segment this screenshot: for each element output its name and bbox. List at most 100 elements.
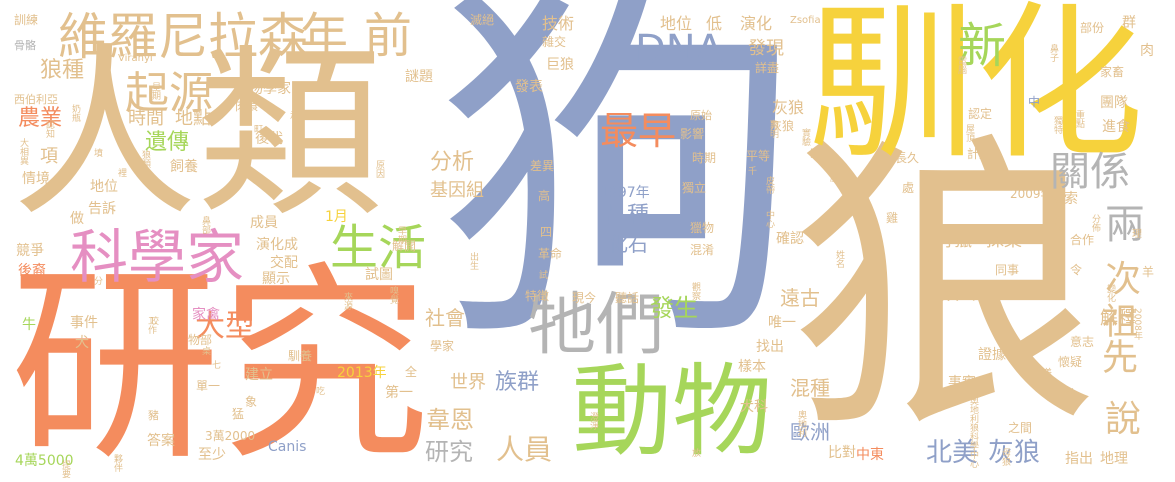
cloud-word: 發生: [650, 294, 698, 322]
cloud-word: 生活: [330, 220, 427, 276]
cloud-word: 放: [690, 448, 700, 457]
cloud-word: 重點: [1074, 110, 1084, 128]
cloud-word: 群: [1122, 15, 1136, 31]
cloud-word: 地點: [175, 108, 211, 129]
cloud-word: 澄淨: [588, 412, 598, 430]
cloud-word: 演化成: [256, 237, 298, 253]
cloud-word: 發現: [748, 38, 784, 59]
cloud-word: 母狼: [1000, 448, 1010, 466]
cloud-word: 答案: [147, 433, 175, 449]
cloud-word: 夥伴: [112, 454, 122, 472]
cloud-word: 2009年: [1010, 187, 1053, 201]
cloud-word: 說: [1105, 399, 1142, 440]
cloud-word: 巨狼: [546, 57, 574, 73]
cloud-word: 試: [537, 270, 547, 279]
cloud-word: 狩獵: [936, 230, 972, 251]
cloud-word: 顯示: [262, 271, 290, 287]
cloud-word: 詳盡: [755, 61, 780, 75]
cloud-word: 團隊: [1100, 95, 1128, 111]
cloud-word: 處: [902, 181, 915, 195]
cloud-word: 爭議: [1028, 367, 1053, 381]
cloud-word: 樣本: [738, 359, 766, 375]
cloud-word: 3萬2000: [205, 429, 256, 443]
cloud-word: 現代: [920, 254, 930, 272]
cloud-word: 物部: [188, 333, 213, 347]
cloud-word: 中心: [764, 210, 774, 228]
cloud-word: 七: [210, 360, 220, 369]
cloud-word: 屋頂: [964, 124, 974, 142]
cloud-word: 吃: [314, 386, 324, 395]
cloud-word: 桌: [200, 346, 210, 355]
cloud-word: 豬: [148, 409, 159, 422]
cloud-word: 來源: [342, 292, 352, 310]
cloud-word: 事件: [70, 315, 98, 331]
cloud-word: 採集: [986, 230, 1022, 251]
cloud-word: 解釋: [1100, 308, 1136, 329]
cloud-word: 飼養: [170, 159, 198, 175]
cloud-word: 町: [252, 124, 262, 133]
cloud-word: 長久: [895, 151, 920, 165]
cloud-word: 狗臉: [828, 164, 838, 182]
cloud-word: 西伯利亞: [14, 93, 58, 106]
cloud-word: 後代: [255, 131, 283, 147]
cloud-word: 解開: [392, 239, 417, 253]
cloud-word: 生物學家: [235, 81, 291, 97]
cloud-word: 北美: [926, 438, 979, 468]
cloud-word: 世界: [450, 372, 486, 393]
cloud-word: 走: [288, 110, 298, 119]
cloud-word: 狼: [790, 109, 1100, 470]
cloud-word: 變化: [1105, 284, 1115, 302]
cloud-word: 1月: [325, 209, 348, 225]
cloud-word: 灰狼: [988, 438, 1041, 468]
cloud-word: Canis: [268, 439, 307, 455]
cloud-word: 大型: [195, 309, 255, 344]
cloud-word: 電腦: [956, 56, 966, 74]
cloud-word: 灰狼: [772, 98, 805, 117]
cloud-word: 肉: [1140, 43, 1154, 59]
cloud-word: 意志: [1070, 335, 1095, 349]
cloud-word: Zsofia: [790, 15, 821, 26]
cloud-word: 時: [810, 147, 823, 161]
cloud-word: 混種: [790, 376, 830, 400]
cloud-word: 家禽: [192, 307, 220, 323]
cloud-word: 基因組: [430, 180, 484, 201]
cloud-word: 社會: [425, 306, 465, 330]
cloud-word: 比對: [828, 445, 856, 461]
cloud-word: 原因: [374, 160, 384, 178]
cloud-word: 墳: [92, 148, 102, 157]
cloud-word: 革命: [538, 247, 563, 261]
cloud-word: 實驗: [800, 128, 810, 146]
cloud-word: 出生: [468, 252, 478, 270]
cloud-word: 裡: [116, 168, 126, 177]
cloud-word: 年: [300, 8, 349, 64]
cloud-word: 非洲: [1052, 387, 1074, 400]
cloud-word: 特徵: [525, 289, 550, 303]
cloud-word: 研究: [425, 438, 473, 466]
cloud-word: 同事: [995, 263, 1020, 277]
cloud-word: 新: [958, 18, 1007, 74]
cloud-word: 找出: [756, 339, 784, 355]
cloud-word: 皮帶: [764, 176, 774, 194]
cloud-word: 接觸: [1052, 214, 1062, 232]
cloud-word: 動物: [572, 353, 772, 470]
cloud-word: 鼻子: [1048, 44, 1058, 62]
cloud-word: 做: [70, 211, 84, 227]
cloud-word: 前: [364, 8, 413, 64]
cloud-word: 奧地利: [796, 410, 806, 437]
cloud-word: 令: [1070, 263, 1083, 277]
cloud-word: 品種: [605, 203, 650, 228]
cloud-word: 次: [1105, 259, 1142, 300]
cloud-word: 2013年: [337, 365, 387, 381]
cloud-word: 提要: [60, 460, 70, 478]
cloud-word: 分析: [430, 150, 475, 175]
cloud-word: 影響: [680, 127, 705, 141]
cloud-word: 之間: [1008, 421, 1033, 435]
cloud-word: 早期: [396, 226, 406, 244]
cloud-word: 獨立: [682, 181, 707, 195]
cloud-word: 工作: [146, 316, 156, 334]
cloud-word: 謎題: [405, 69, 433, 85]
cloud-word: 姓名: [834, 250, 844, 268]
cloud-word: DNA: [635, 27, 724, 73]
cloud-word: 鼻部: [200, 216, 210, 234]
